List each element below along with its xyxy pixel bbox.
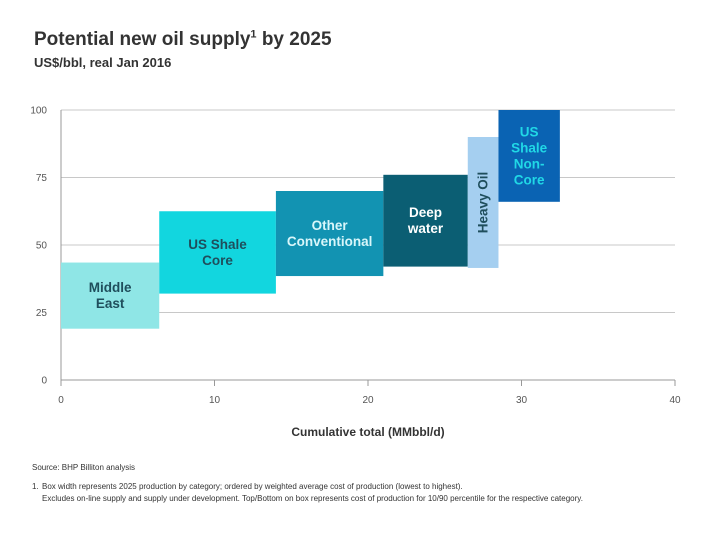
bar-label-other-conventional-line-2: Conventional — [287, 234, 373, 249]
footnote-number: 1. — [32, 482, 39, 491]
y-tick-label-75: 75 — [36, 173, 48, 184]
y-tick-label-25: 25 — [36, 308, 48, 319]
bar-us-shale-core — [159, 211, 276, 294]
bar-label-heavy-oil: Heavy Oil — [476, 172, 491, 234]
bar-label-us-shale-core-line-2: Core — [202, 253, 233, 268]
title-footnote-marker: 1 — [250, 28, 257, 41]
y-tick-label-100: 100 — [30, 106, 47, 117]
bar-label-us-shale-non-core-line-2: Shale — [511, 140, 548, 155]
chart-title: Potential new oil supply1 by 2025 — [34, 29, 332, 51]
chart-title-text: Potential new oil supply — [34, 29, 251, 50]
bar-label-us-shale-non-core-line-3: Non- — [514, 156, 545, 171]
bar-middle-east — [61, 262, 160, 329]
bar-us-shale-non-core — [498, 110, 560, 202]
y-tick-label-50: 50 — [36, 241, 48, 252]
chart-title-suffix: by 2025 — [256, 29, 332, 50]
bar-label-us-shale-non-core-line-1: US — [520, 124, 539, 139]
bar-label-deep-water-line-1: Deep — [409, 205, 442, 220]
bar-label-us-shale-non-core-line-4: Core — [514, 172, 545, 187]
chart-subtitle: US$/bbl, real Jan 2016 — [34, 55, 172, 70]
bar-label-middle-east-line-1: Middle — [89, 280, 132, 295]
bar-label-deep-water-line-2: water — [407, 221, 444, 236]
bar-heavy-oil — [467, 137, 499, 268]
source-note: Source: BHP Billiton analysis — [32, 463, 136, 472]
footnote: 1. Box width represents 2025 production b… — [32, 481, 583, 505]
y-tick-label-0: 0 — [41, 376, 47, 387]
x-tick-label-30: 30 — [516, 395, 528, 406]
bar-other-conventional — [275, 191, 384, 277]
x-tick-label-10: 10 — [209, 395, 221, 406]
chart: 0 25 50 75 100 0 10 20 30 40 Cumulative total (MMb… — [30, 106, 681, 440]
bar-deep-water — [383, 174, 468, 267]
x-tick-label-40: 40 — [669, 395, 681, 406]
footnote-line-2: Excludes on-line supply and supply under… — [42, 494, 583, 503]
bar-label-us-shale-core-line-1: US Shale — [188, 237, 247, 252]
bar-label-other-conventional-line-1: Other — [312, 218, 349, 233]
bar-label-middle-east-line-2: East — [96, 296, 125, 311]
footnote-line-1: Box width represents 2025 production by … — [42, 482, 463, 491]
x-tick-label-20: 20 — [362, 395, 374, 406]
x-axis-title: Cumulative total (MMbbl/d) — [291, 425, 444, 439]
x-tick-label-0: 0 — [58, 395, 64, 406]
